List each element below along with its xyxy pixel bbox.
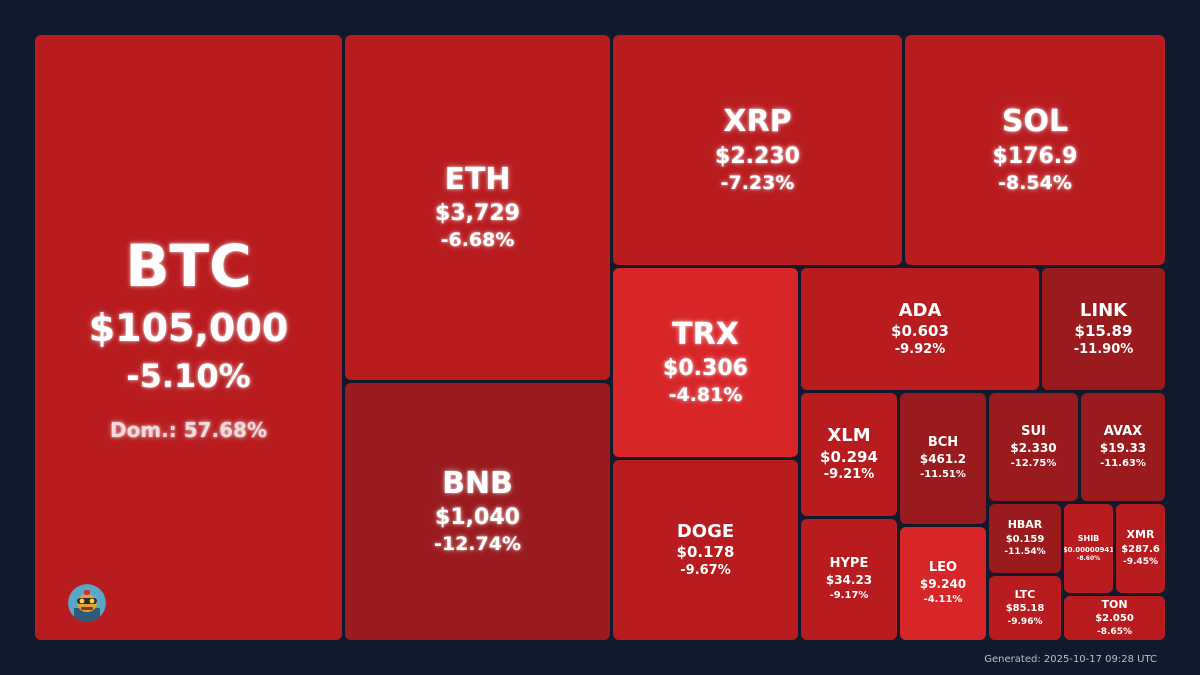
treemap-tile-btc[interactable]: BTC $105,000 -5.10% Dom.: 57.68% (35, 35, 342, 640)
treemap-tile-trx[interactable]: TRX $0.306 -4.81% (613, 268, 798, 457)
tile-change: -8.60% (1076, 554, 1101, 562)
treemap-tile-leo[interactable]: LEO $9.240 -4.11% (900, 527, 986, 640)
treemap-tile-bnb[interactable]: BNB $1,040 -12.74% (345, 383, 610, 640)
tile-price: $85.18 (1005, 603, 1045, 615)
tile-price: $3,729 (435, 201, 520, 227)
tile-price: $461.2 (919, 452, 967, 467)
tile-price: $1,040 (435, 505, 520, 531)
tile-symbol: BCH (927, 435, 959, 451)
tile-price: $0.178 (676, 543, 735, 562)
tile-change: -12.75% (1010, 457, 1057, 469)
tile-dominance: Dom.: 57.68% (109, 417, 268, 442)
tile-change: -9.67% (680, 562, 731, 578)
treemap-tile-shib[interactable]: SHIB $0.00000941 -8.60% (1064, 504, 1113, 593)
tile-change: -4.81% (668, 384, 743, 407)
generated-timestamp: Generated: 2025-10-17 09:28 UTC (984, 654, 1157, 665)
tile-symbol: LEO (928, 560, 958, 576)
tile-symbol: ETH (444, 161, 511, 197)
tile-change: -11.63% (1100, 457, 1146, 469)
tile-price: $2.050 (1095, 613, 1134, 625)
tile-symbol: DOGE (676, 520, 735, 542)
tile-price: $34.23 (825, 573, 873, 588)
treemap-tile-link[interactable]: LINK $15.89 -11.90% (1042, 268, 1165, 390)
tile-change: -9.92% (894, 341, 946, 357)
avatar (68, 584, 106, 622)
tile-symbol: BTC (125, 232, 252, 301)
tile-symbol: SUI (1021, 423, 1046, 439)
tile-price: $0.00000941 (1064, 545, 1113, 554)
tile-symbol: SHIB (1077, 534, 1100, 544)
tile-change: -9.17% (829, 590, 869, 602)
tile-change: -8.54% (998, 171, 1072, 194)
tile-symbol: XMR (1126, 528, 1155, 542)
tile-change: -7.23% (720, 171, 795, 194)
treemap-tile-ton[interactable]: TON $2.050 -8.65% (1064, 596, 1165, 640)
tile-price: $9.240 (919, 577, 967, 592)
treemap-tile-doge[interactable]: DOGE $0.178 -9.67% (613, 460, 798, 640)
treemap-tile-eth[interactable]: ETH $3,729 -6.68% (345, 35, 610, 380)
treemap-tile-xmr[interactable]: XMR $287.6 -9.45% (1116, 504, 1165, 593)
tile-change: -8.65% (1097, 626, 1132, 637)
treemap-tile-sol[interactable]: SOL $176.9 -8.54% (905, 35, 1165, 265)
treemap-tile-sui[interactable]: SUI $2.330 -12.75% (989, 393, 1078, 501)
tile-price: $0.159 (1005, 533, 1045, 545)
tile-symbol: TON (1101, 597, 1128, 611)
tile-change: -9.45% (1123, 557, 1158, 568)
tile-symbol: BNB (442, 465, 513, 501)
robot-avatar-icon (68, 584, 106, 622)
tile-symbol: XRP (723, 104, 792, 140)
tile-symbol: HYPE (829, 556, 869, 572)
tile-price: $0.306 (663, 356, 748, 382)
tile-price: $2.330 (1010, 440, 1057, 455)
tile-change: -12.74% (433, 533, 522, 556)
tile-symbol: HBAR (1007, 518, 1043, 532)
tile-price: $105,000 (88, 306, 289, 351)
tile-symbol: TRX (672, 316, 739, 352)
tile-change: -9.21% (823, 467, 875, 482)
tile-price: $19.33 (1099, 440, 1147, 455)
tile-price: $176.9 (992, 143, 1078, 169)
treemap-tile-xrp[interactable]: XRP $2.230 -7.23% (613, 35, 902, 265)
treemap-tile-ada[interactable]: ADA $0.603 -9.92% (801, 268, 1039, 390)
treemap-tile-xlm[interactable]: XLM $0.294 -9.21% (801, 393, 897, 516)
tile-change: -4.11% (923, 594, 963, 606)
tile-change: -11.90% (1073, 341, 1134, 357)
tile-price: $0.294 (820, 447, 878, 466)
tile-change: -11.51% (920, 469, 966, 481)
tile-price: $287.6 (1121, 543, 1160, 555)
treemap-tile-ltc[interactable]: LTC $85.18 -9.96% (989, 576, 1061, 640)
tile-symbol: LINK (1079, 299, 1128, 321)
tile-change: -11.54% (1004, 547, 1046, 558)
tile-price: $15.89 (1074, 322, 1133, 341)
tile-change: -9.96% (1007, 616, 1043, 627)
tile-symbol: LTC (1014, 587, 1036, 601)
tile-change: -6.68% (440, 229, 515, 252)
tile-symbol: ADA (898, 299, 942, 321)
treemap-tile-hype[interactable]: HYPE $34.23 -9.17% (801, 519, 897, 640)
tile-symbol: AVAX (1103, 423, 1143, 439)
tile-symbol: XLM (827, 425, 871, 447)
tile-price: $2.230 (715, 143, 800, 169)
treemap-tile-bch[interactable]: BCH $461.2 -11.51% (900, 393, 986, 524)
tile-change: -5.10% (126, 356, 251, 395)
tile-symbol: SOL (1001, 104, 1069, 140)
tile-price: $0.603 (891, 322, 949, 341)
treemap-tile-avax[interactable]: AVAX $19.33 -11.63% (1081, 393, 1165, 501)
treemap-tile-hbar[interactable]: HBAR $0.159 -11.54% (989, 504, 1061, 573)
